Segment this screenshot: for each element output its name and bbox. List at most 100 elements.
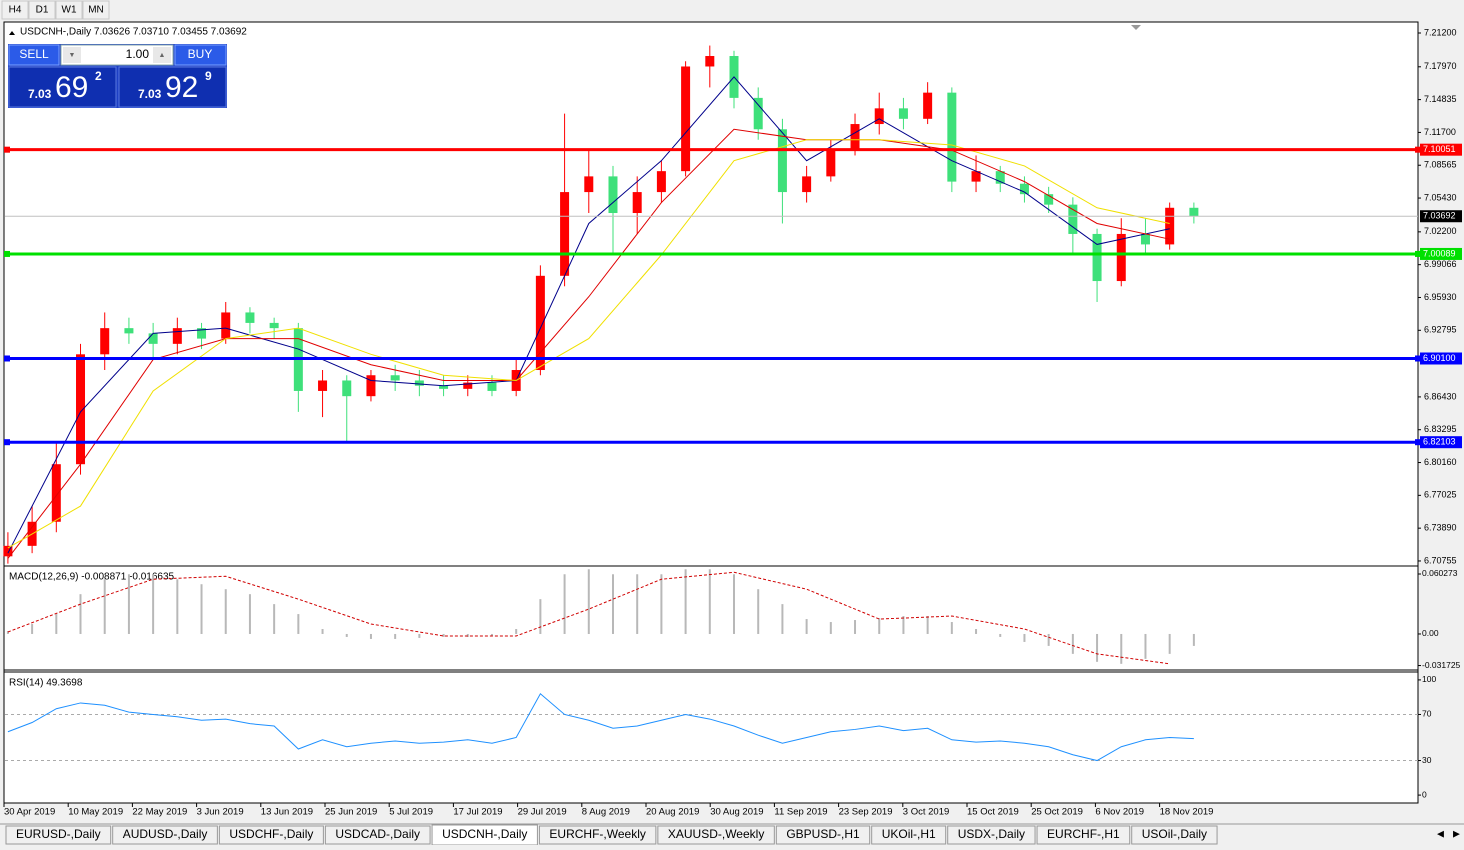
y-tick-label: 7.17970 xyxy=(1424,61,1457,71)
symbol-tab-label[interactable]: EURCHF-,Weekly xyxy=(549,827,645,841)
lot-value: 1.00 xyxy=(126,47,150,61)
candle-body xyxy=(100,328,110,355)
level-tag xyxy=(1420,436,1462,449)
candle-body xyxy=(487,382,497,391)
symbol-tab[interactable] xyxy=(947,825,1036,845)
level-handle[interactable] xyxy=(4,146,10,153)
bid-pips: 69 xyxy=(55,71,88,104)
x-tick-label: 3 Jun 2019 xyxy=(197,807,244,818)
symbol-tab[interactable] xyxy=(1036,825,1131,845)
x-tick-label: 10 May 2019 xyxy=(68,807,123,818)
candle-body xyxy=(1116,233,1126,282)
y-tick-label: 6.70755 xyxy=(1424,555,1457,565)
shift-marker xyxy=(1131,25,1141,30)
symbol-tab-label[interactable]: USDX-,Daily xyxy=(958,827,1025,841)
lot-down[interactable] xyxy=(63,47,81,63)
arrow: ▼ xyxy=(69,52,76,59)
candle-body xyxy=(342,380,352,397)
candle-body xyxy=(1092,233,1102,282)
symbol-tab-label[interactable]: GBPUSD-,H1 xyxy=(786,827,860,841)
symbol-tab[interactable] xyxy=(5,825,112,845)
candle-body xyxy=(148,333,158,344)
symbol-tab[interactable] xyxy=(871,825,947,845)
y-tick-label: 0.060273 xyxy=(1422,568,1458,578)
symbol-tab-label[interactable]: USOil-,Daily xyxy=(1142,827,1207,841)
timeframe-tab[interactable] xyxy=(82,0,110,20)
y-tick-label: 7.05430 xyxy=(1424,192,1457,202)
ask-box[interactable] xyxy=(118,66,227,108)
candle-body xyxy=(124,328,134,334)
symbol-tab-label[interactable]: UKOil-,H1 xyxy=(882,827,936,841)
y-tick-label: 7.02200 xyxy=(1424,226,1457,236)
symbol-tab-label[interactable]: XAUUSD-,Weekly xyxy=(668,827,764,841)
x-tick-label: 18 Nov 2019 xyxy=(1160,807,1214,818)
x-tick-label: 5 Jul 2019 xyxy=(389,807,433,818)
symbol-tab[interactable] xyxy=(218,825,324,845)
symbol-tab[interactable] xyxy=(112,825,218,845)
level-handle[interactable] xyxy=(4,250,10,257)
x-tick-label: 25 Jun 2019 xyxy=(325,807,377,818)
sell-button[interactable] xyxy=(8,44,60,66)
ask-pips: 92 xyxy=(165,71,198,104)
symbol-tab-label[interactable]: EURUSD-,Daily xyxy=(16,827,101,841)
level-label: 6.82103 xyxy=(1423,437,1456,447)
y-tick-label: 7.11700 xyxy=(1424,127,1456,137)
scroll-left[interactable]: ◀ xyxy=(1437,828,1444,838)
timeframe-tab[interactable] xyxy=(1,0,29,20)
symbol-tab-label[interactable]: USDCAD-,Daily xyxy=(335,827,420,841)
level-handle[interactable] xyxy=(1415,439,1421,446)
symbol-tab[interactable] xyxy=(775,825,871,845)
candle-body xyxy=(947,92,957,182)
candle-body xyxy=(632,192,642,214)
bid-box[interactable] xyxy=(8,66,117,108)
level-tag xyxy=(1420,143,1462,156)
y-tick-label: 7.14835 xyxy=(1424,94,1457,104)
symbol-tab[interactable] xyxy=(1131,825,1218,845)
y-tick-label: 7.08565 xyxy=(1424,160,1457,170)
level-label: 6.90100 xyxy=(1423,353,1456,363)
symbol-tab-label[interactable]: USDCNH-,Daily xyxy=(442,827,527,841)
symbol-tab-label[interactable]: EURCHF-,H1 xyxy=(1047,827,1120,841)
candle-body xyxy=(172,328,182,344)
x-tick-label: 17 Jul 2019 xyxy=(453,807,502,818)
lot-up[interactable] xyxy=(153,47,171,63)
timeframe-tab[interactable] xyxy=(55,0,83,20)
x-tick-label: 11 Sep 2019 xyxy=(774,807,827,818)
symbol-tab[interactable] xyxy=(324,825,431,845)
x-tick-label: 23 Sep 2019 xyxy=(839,807,893,818)
symbol-tab[interactable] xyxy=(657,825,775,845)
moving-average xyxy=(7,139,1170,549)
timeframe-tab[interactable] xyxy=(28,0,56,20)
candle-body xyxy=(656,171,666,193)
candle-body xyxy=(874,108,884,125)
chart-area xyxy=(3,21,1419,804)
level-handle[interactable] xyxy=(1415,250,1421,257)
ask-frac: 9 xyxy=(205,69,212,83)
candle-body xyxy=(898,108,908,119)
symbol-tab-label[interactable]: AUDUSD-,Daily xyxy=(123,827,208,841)
level-handle[interactable] xyxy=(4,439,10,446)
candle-body xyxy=(269,322,279,329)
candle-body xyxy=(318,380,328,391)
symbol-tab[interactable] xyxy=(538,825,657,845)
lot-input[interactable] xyxy=(60,44,174,66)
candle-body xyxy=(439,385,449,389)
level-handle[interactable] xyxy=(1415,146,1421,153)
symbol-tab-label[interactable]: USDCHF-,Daily xyxy=(229,827,313,841)
panel-title: RSI(14) 49.3698 xyxy=(9,678,83,689)
candle-body xyxy=(608,176,618,214)
y-tick-label: 0.00 xyxy=(1422,628,1439,638)
candle-body xyxy=(1019,183,1029,195)
candle-body xyxy=(366,375,376,397)
y-tick-label: 100 xyxy=(1422,674,1436,684)
buy-button[interactable] xyxy=(174,44,227,66)
candle-body xyxy=(705,56,715,67)
panel-title: USDCNH-,Daily 7.03626 7.03710 7.03455 7.… xyxy=(20,27,247,38)
timeframe-label: D1 xyxy=(36,5,49,16)
level-handle[interactable] xyxy=(4,355,10,362)
candle-body xyxy=(850,124,860,151)
scroll-right[interactable]: ▶ xyxy=(1453,828,1460,838)
y-tick-label: 0 xyxy=(1422,789,1427,799)
level-handle[interactable] xyxy=(1415,355,1421,362)
